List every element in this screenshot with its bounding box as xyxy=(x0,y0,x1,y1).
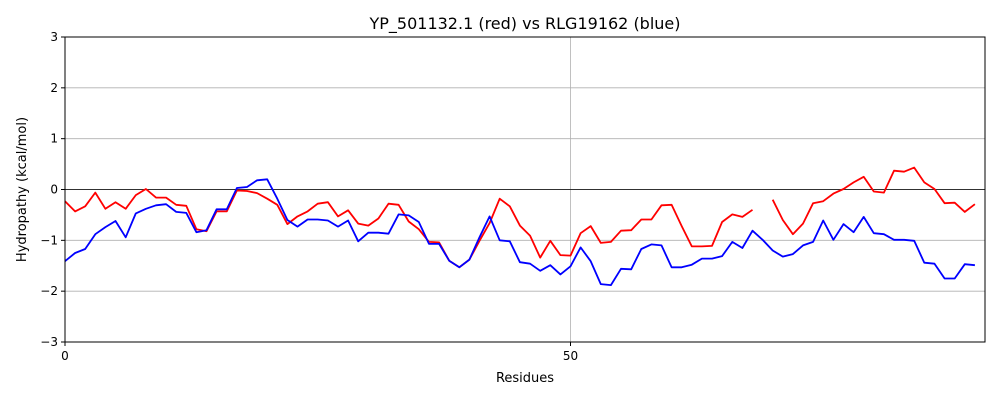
y-tick-label: −3 xyxy=(40,335,58,349)
y-tick-label: 0 xyxy=(50,183,58,197)
y-tick-label: 3 xyxy=(50,30,58,44)
y-tick-label: −2 xyxy=(40,284,58,298)
y-tick-label: −1 xyxy=(40,233,58,247)
y-tick-label: 2 xyxy=(50,81,58,95)
x-axis-label: Residues xyxy=(496,371,554,386)
x-tick-label: 50 xyxy=(563,349,578,363)
series-group xyxy=(64,166,976,286)
x-tick-label: 0 xyxy=(61,349,69,363)
series-line-red xyxy=(64,166,976,269)
y-axis-label: Hydropathy (kcal/mol) xyxy=(15,117,30,262)
axis-ticks: −3 −2 −1 0 1 2 3 0 50 xyxy=(40,30,578,363)
chart-title: YP_501132.1 (red) vs RLG19162 (blue) xyxy=(368,14,680,34)
y-tick-label: 1 xyxy=(50,132,58,146)
series-line-blue xyxy=(64,178,975,286)
